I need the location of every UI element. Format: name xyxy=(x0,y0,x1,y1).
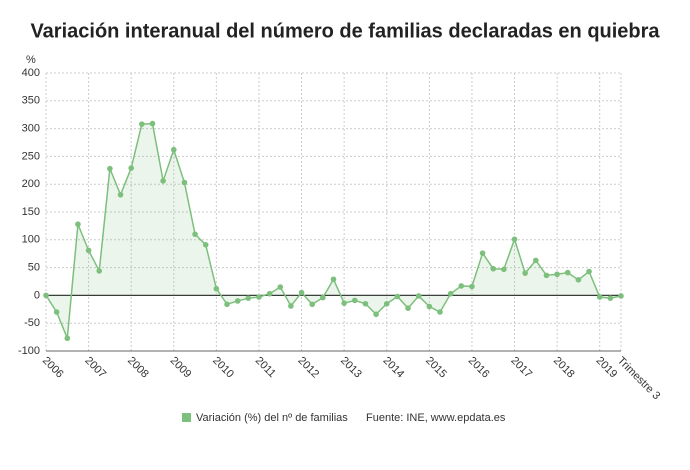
point xyxy=(415,293,422,299)
y-tick-label: -100 xyxy=(18,345,40,357)
point xyxy=(490,265,497,272)
point xyxy=(469,283,475,290)
area xyxy=(46,123,621,339)
point xyxy=(586,268,592,275)
point xyxy=(320,294,326,301)
point xyxy=(224,301,230,308)
point xyxy=(107,165,113,172)
point xyxy=(543,272,550,279)
y-tick-label: 350 xyxy=(22,95,40,107)
point xyxy=(479,250,486,256)
x-tick-label: 2013 xyxy=(338,355,364,381)
x-tick-label: 2007 xyxy=(82,355,108,381)
point xyxy=(128,165,134,171)
x-tick-label: 2014 xyxy=(381,355,407,381)
point xyxy=(447,290,454,297)
point xyxy=(362,300,369,307)
point xyxy=(266,290,273,297)
y-tick-label: 0 xyxy=(34,289,40,301)
x-tick-label: 2016 xyxy=(466,355,492,381)
point xyxy=(426,303,433,310)
point xyxy=(181,179,188,186)
point xyxy=(149,120,156,127)
y-tick-label: 50 xyxy=(28,262,40,274)
point xyxy=(192,231,198,238)
point xyxy=(458,283,465,289)
point xyxy=(309,301,316,308)
x-tick-label: 2015 xyxy=(423,355,449,381)
point xyxy=(351,297,358,304)
x-tick-label: 2017 xyxy=(508,355,534,381)
point xyxy=(607,295,614,301)
point xyxy=(522,270,528,276)
point xyxy=(117,191,124,198)
point xyxy=(618,293,624,299)
point xyxy=(139,121,145,127)
point xyxy=(202,242,209,248)
x-tick-label: 2006 xyxy=(40,355,66,381)
point xyxy=(501,266,507,273)
point xyxy=(575,277,582,283)
x-tick-label: Trimestre 3 xyxy=(615,355,663,403)
point xyxy=(245,295,252,301)
point xyxy=(383,300,390,307)
point xyxy=(64,335,71,342)
y-tick-label: 100 xyxy=(22,234,40,246)
point xyxy=(298,289,305,296)
point xyxy=(437,309,443,315)
point xyxy=(405,305,411,311)
point xyxy=(213,285,220,292)
y-tick-label: 400 xyxy=(22,67,40,79)
point xyxy=(160,178,166,184)
point xyxy=(234,298,241,304)
y-tick-label: -50 xyxy=(24,317,40,329)
x-tick-label: 2019 xyxy=(594,355,620,381)
point xyxy=(53,309,60,315)
point xyxy=(85,247,92,254)
y-tick-label: 150 xyxy=(22,206,40,218)
point xyxy=(511,236,518,243)
point xyxy=(170,146,177,153)
point xyxy=(277,284,284,290)
y-tick-label: 300 xyxy=(22,123,40,135)
source: Fuente: INE, www.epdata.es xyxy=(366,412,506,424)
point xyxy=(341,300,347,306)
point xyxy=(43,292,49,299)
point xyxy=(564,269,571,276)
point xyxy=(533,257,539,264)
y-axis-label: % xyxy=(26,54,36,66)
point xyxy=(96,268,103,274)
y-tick-label: 200 xyxy=(22,178,40,190)
x-tick-label: 2011 xyxy=(253,355,278,380)
legend-swatch xyxy=(182,413,191,422)
point xyxy=(554,271,560,278)
chart-title: Variación interanual del número de famil… xyxy=(30,20,660,42)
point xyxy=(596,294,603,300)
x-tick-label: 2008 xyxy=(125,355,151,381)
point xyxy=(330,276,337,283)
point xyxy=(394,293,401,300)
point xyxy=(256,294,262,300)
point xyxy=(373,311,379,318)
point xyxy=(288,303,294,309)
x-tick-label: 2018 xyxy=(551,355,577,381)
point xyxy=(75,221,81,228)
x-tick-label: 2012 xyxy=(295,355,321,381)
x-tick-label: 2010 xyxy=(210,355,236,381)
y-tick-label: 250 xyxy=(22,150,40,162)
x-tick-label: 2009 xyxy=(168,355,194,381)
legend-label: Variación (%) del nº de familias xyxy=(196,412,348,424)
